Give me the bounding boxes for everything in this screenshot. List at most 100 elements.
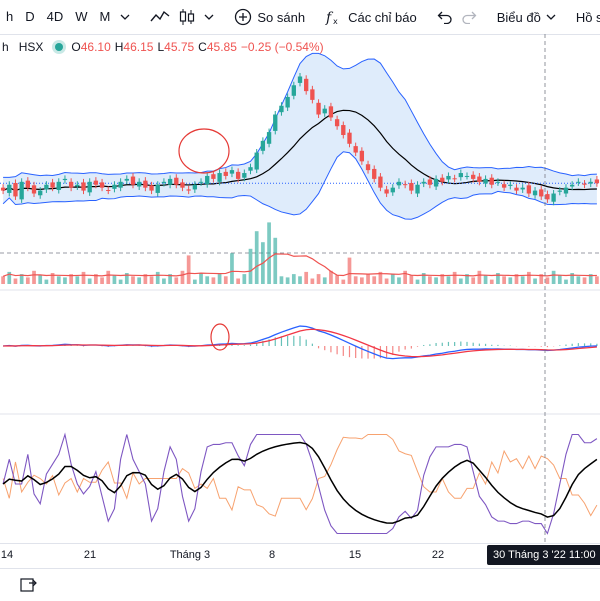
candle-body: [205, 176, 209, 184]
profile-button[interactable]: Hồ sơ: [572, 0, 600, 34]
macd-histogram-bar: [337, 346, 338, 354]
candle: [19, 178, 23, 203]
macd-histogram-bar: [324, 346, 325, 350]
compare-label: So sánh: [257, 10, 305, 25]
low-label: L: [157, 40, 164, 54]
candle-body: [57, 182, 61, 190]
compare-button[interactable]: So sánh: [230, 0, 309, 34]
close-value: 45.85: [207, 40, 237, 54]
candle-body: [1, 188, 5, 191]
indicators-button[interactable]: f x Các chỉ báo: [321, 0, 421, 34]
candle-body: [100, 182, 104, 187]
crosshair-time-label: 30 Tháng 3 '22 11:00: [487, 545, 600, 565]
candle-body: [63, 179, 67, 180]
candle-body: [316, 103, 320, 115]
replay-icon[interactable]: [20, 577, 38, 598]
candle-body: [69, 182, 73, 188]
volume-bar: [366, 274, 370, 284]
open-label: O: [71, 40, 80, 54]
volume-bar: [75, 276, 79, 284]
timeframe-month[interactable]: M: [94, 0, 117, 34]
volume-bar: [193, 280, 197, 284]
timeframe-hour[interactable]: h: [0, 0, 19, 34]
volume-bar: [428, 276, 432, 284]
fx-icon: f x: [325, 8, 343, 26]
volume-bar: [317, 274, 321, 284]
candle-body: [273, 115, 277, 131]
candle-body: [397, 182, 401, 186]
candle-body: [576, 182, 580, 183]
volume-bar: [137, 277, 141, 284]
macd-histogram-bar: [454, 342, 455, 346]
volume-bar: [255, 231, 259, 284]
volume-bar: [564, 280, 568, 284]
candle-body: [26, 181, 30, 188]
candle-body: [521, 188, 525, 190]
volume-bar: [38, 275, 42, 284]
undo-icon[interactable]: [433, 0, 457, 34]
change-value: −0.25 (−0.54%): [241, 40, 324, 54]
timeframe-4day[interactable]: 4D: [41, 0, 70, 34]
symbol-name[interactable]: h: [2, 40, 9, 54]
macd-histogram-bar: [299, 336, 300, 346]
macd-histogram-bar: [572, 344, 573, 346]
macd-histogram-bar: [306, 340, 307, 346]
candle-body: [496, 182, 500, 183]
volume-bar: [490, 280, 494, 284]
macd-histogram-bar: [559, 345, 560, 346]
time-tick: 15: [349, 549, 361, 561]
volume-bar: [583, 277, 587, 284]
volume-bar: [187, 255, 191, 284]
volume-bar: [397, 277, 401, 284]
candle-body: [551, 194, 555, 202]
volume-ma-line: [3, 254, 597, 276]
macd-histogram-bar: [367, 346, 368, 359]
line-chart-icon[interactable]: [146, 0, 174, 34]
volume-bar: [32, 271, 36, 284]
market-status-dot: [55, 43, 63, 51]
volume-bar: [323, 277, 327, 284]
candle-body: [446, 176, 450, 180]
volume-bar: [484, 275, 488, 284]
candle-body: [13, 183, 17, 196]
candle-body: [502, 184, 506, 188]
candle-body: [539, 189, 543, 196]
candle-body: [149, 185, 153, 190]
redo-icon[interactable]: [457, 0, 481, 34]
macd-histogram-bar: [497, 345, 498, 346]
chevron-down-icon[interactable]: [116, 0, 134, 34]
volume-bar: [57, 276, 61, 284]
candle-body: [118, 182, 122, 188]
timeframe-week[interactable]: W: [69, 0, 93, 34]
candlestick-icon[interactable]: [174, 0, 200, 34]
timeframe-day[interactable]: D: [19, 0, 40, 34]
macd-histogram-bar: [398, 346, 399, 352]
candle-body: [384, 189, 388, 193]
macd-histogram-bar: [423, 345, 424, 346]
candle-body: [211, 174, 215, 179]
chart-canvas[interactable]: [0, 34, 600, 543]
chart-type-label: Biểu đồ: [497, 10, 541, 25]
volume-bar: [100, 277, 104, 284]
candle-body: [180, 182, 184, 187]
candle-body: [403, 184, 407, 185]
volume-bar: [162, 279, 166, 285]
volume-bar: [236, 279, 240, 285]
candle-body: [440, 178, 444, 182]
macd-histogram-bar: [330, 346, 331, 352]
chevron-down-icon[interactable]: [200, 0, 218, 34]
candle-body: [595, 179, 599, 183]
candle-body: [137, 182, 141, 187]
macd-histogram-bar: [312, 344, 313, 346]
time-tick: 22: [432, 549, 444, 561]
macd-histogram-bar: [361, 346, 362, 358]
open-value: 46.10: [81, 40, 111, 54]
candle-body: [514, 188, 518, 191]
candle-body: [483, 179, 487, 184]
volume-bar: [218, 274, 222, 284]
chart-type-button[interactable]: Biểu đồ: [493, 0, 560, 34]
candle-body: [50, 182, 54, 187]
volume-bar: [242, 274, 246, 284]
volume-bar: [88, 279, 92, 285]
volume-bar: [360, 277, 364, 284]
